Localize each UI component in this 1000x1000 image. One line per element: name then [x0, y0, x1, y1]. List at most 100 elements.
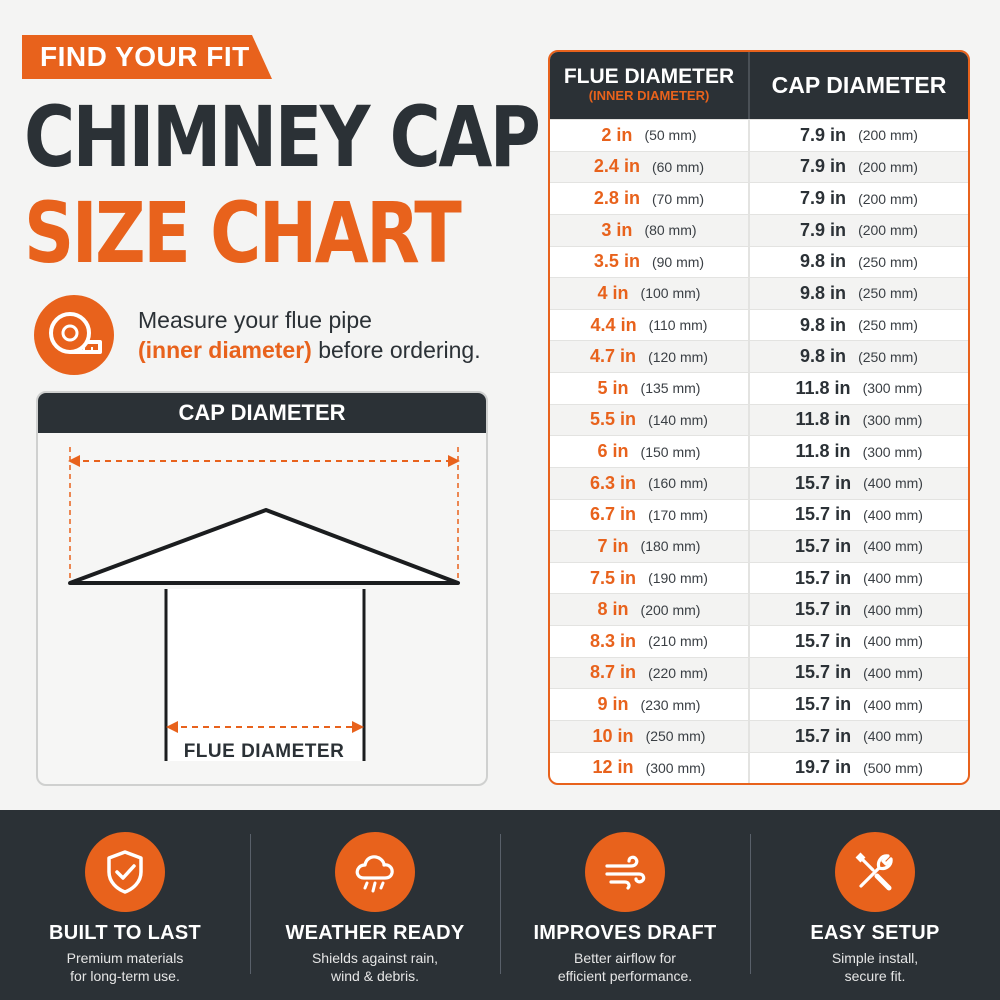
table-row: 9 in (230 mm) 15.7 in (400 mm) [550, 688, 968, 720]
flue-mm: (140 mm) [648, 411, 708, 428]
cap-mm: (250 mm) [858, 253, 918, 270]
flue-mm: (100 mm) [640, 285, 701, 302]
cap-mm: (400 mm) [863, 506, 923, 523]
measure-highlight: (inner diameter) [138, 337, 312, 363]
flue-mm: (190 mm) [648, 570, 708, 587]
flue-cell: 4 in (100 mm) [550, 278, 750, 309]
cap-cell: 15.7 in (400 mm) [750, 473, 968, 494]
flue-inches: 4.7 in [590, 346, 637, 367]
wind-icon [585, 832, 665, 912]
flue-mm: (230 mm) [640, 696, 701, 713]
cap-mm: (300 mm) [862, 411, 923, 428]
flue-cell: 8 in (200 mm) [550, 594, 750, 625]
flue-inches: 4 in [597, 282, 629, 303]
flue-inches: 10 in [592, 725, 634, 746]
flue-cell: 12 in (300 mm) [550, 752, 750, 783]
feature-title: IMPROVES DRAFT [533, 922, 717, 944]
cap-inches: 7.9 in [800, 188, 847, 209]
features-bar: BUILT TO LAST Premium materials for long… [0, 810, 1000, 1000]
cap-inches: 15.7 in [795, 504, 852, 525]
feature-desc-line-1: Shields against rain, [311, 950, 439, 966]
size-chart-table: FLUE DIAMETER (INNER DIAMETER) CAP DIAME… [548, 50, 970, 785]
feature-desc-line-1: Simple install, [831, 950, 919, 966]
feature-desc-line-2: efficient performance. [557, 968, 693, 984]
flue-cell: 8.7 in (220 mm) [550, 657, 750, 689]
cap-inches: 9.8 in [800, 346, 847, 367]
cap-inches: 15.7 in [795, 630, 852, 651]
rain-cloud-icon [335, 832, 415, 912]
cap-mm: (200 mm) [858, 127, 918, 144]
cap-inches: 9.8 in [800, 282, 847, 303]
flue-inches: 2.4 in [593, 156, 640, 177]
flue-inches: 9 in [597, 694, 629, 715]
cap-cell: 9.8 in (250 mm) [750, 315, 968, 336]
cap-mm: (500 mm) [863, 759, 923, 776]
cap-mm: (250 mm) [858, 348, 918, 365]
flue-cell: 7 in (180 mm) [550, 531, 750, 562]
flue-mm: (170 mm) [648, 506, 708, 523]
cap-cell: 9.8 in (250 mm) [750, 346, 968, 367]
cap-mm: (400 mm) [863, 570, 923, 587]
flue-mm: (80 mm) [644, 222, 697, 239]
table-row: 5.5 in (140 mm) 11.8 in (300 mm) [550, 403, 968, 436]
flue-mm: (160 mm) [648, 475, 708, 492]
cap-cell: 9.8 in (250 mm) [750, 283, 968, 304]
table-row: 8 in (200 mm) 15.7 in (400 mm) [550, 593, 968, 625]
table-row: 6 in (150 mm) 11.8 in (300 mm) [550, 435, 968, 467]
find-your-fit-banner: FIND YOUR FIT [22, 35, 272, 79]
feature-desc-line-2: secure fit. [844, 968, 906, 984]
table-row: 2.8 in (70 mm) 7.9 in (200 mm) [550, 182, 968, 214]
flue-cell: 6.7 in (170 mm) [550, 499, 750, 531]
cap-mm: (400 mm) [863, 538, 923, 555]
flue-inches: 3.5 in [593, 251, 640, 272]
flue-inches: 6 in [597, 441, 629, 462]
flue-column-header: FLUE DIAMETER (INNER DIAMETER) [550, 52, 750, 119]
cap-cell: 7.9 in (200 mm) [750, 125, 968, 146]
table-row: 6.3 in (160 mm) 15.7 in (400 mm) [550, 466, 968, 499]
flue-column-subtitle: (INNER DIAMETER) [588, 88, 710, 103]
flue-inches: 8 in [597, 599, 629, 620]
cap-cell: 15.7 in (400 mm) [750, 631, 968, 652]
cap-mm: (400 mm) [863, 728, 923, 745]
table-row: 3.5 in (90 mm) 9.8 in (250 mm) [550, 245, 968, 278]
cap-cell: 15.7 in (400 mm) [750, 694, 968, 715]
title-line-2: SIZE CHART [24, 184, 462, 282]
cap-inches: 15.7 in [795, 662, 852, 683]
flue-mm: (210 mm) [648, 633, 708, 650]
flue-mm: (135 mm) [640, 380, 701, 397]
cap-cell: 15.7 in (400 mm) [750, 726, 968, 747]
flue-inches: 2.8 in [593, 188, 640, 209]
flue-cell: 3.5 in (90 mm) [550, 246, 750, 278]
cap-cell: 15.7 in (400 mm) [750, 504, 968, 525]
cap-inches: 7.9 in [800, 124, 847, 145]
flue-inches: 8.3 in [590, 630, 637, 651]
cap-mm: (300 mm) [862, 443, 923, 460]
feature-built-to-last: BUILT TO LAST Premium materials for long… [0, 810, 250, 1000]
table-row: 10 in (250 mm) 15.7 in (400 mm) [550, 719, 968, 752]
cap-cell: 11.8 in (300 mm) [750, 441, 968, 462]
cap-inches: 15.7 in [795, 725, 852, 746]
table-header: FLUE DIAMETER (INNER DIAMETER) CAP DIAME… [550, 52, 968, 119]
cap-inches: 15.7 in [795, 694, 852, 715]
measure-line-2: before ordering. [311, 337, 481, 363]
cap-mm: (250 mm) [858, 285, 918, 302]
cap-inches: 15.7 in [795, 535, 852, 556]
flue-cell: 5 in (135 mm) [550, 373, 750, 404]
cap-mm: (200 mm) [858, 158, 918, 175]
flue-cell: 6.3 in (160 mm) [550, 467, 750, 499]
cap-inches: 9.8 in [800, 314, 847, 335]
flue-inches: 6.3 in [590, 472, 637, 493]
cap-mm: (400 mm) [863, 633, 923, 650]
feature-title: EASY SETUP [810, 922, 940, 944]
cap-mm: (200 mm) [858, 222, 918, 239]
feature-desc-line-2: for long-term use. [70, 968, 180, 984]
table-row: 12 in (300 mm) 19.7 in (500 mm) [550, 751, 968, 783]
cap-diagram-illustration [68, 447, 460, 761]
measure-line-1: Measure your flue pipe [138, 307, 372, 333]
feature-easy-setup: EASY SETUP Simple install, secure fit. [750, 810, 1000, 1000]
cap-cell: 15.7 in (400 mm) [750, 568, 968, 589]
flue-inches: 3 in [601, 219, 633, 240]
cap-inches: 15.7 in [795, 599, 852, 620]
flue-mm: (70 mm) [651, 190, 705, 207]
table-row: 8.7 in (220 mm) 15.7 in (400 mm) [550, 656, 968, 689]
